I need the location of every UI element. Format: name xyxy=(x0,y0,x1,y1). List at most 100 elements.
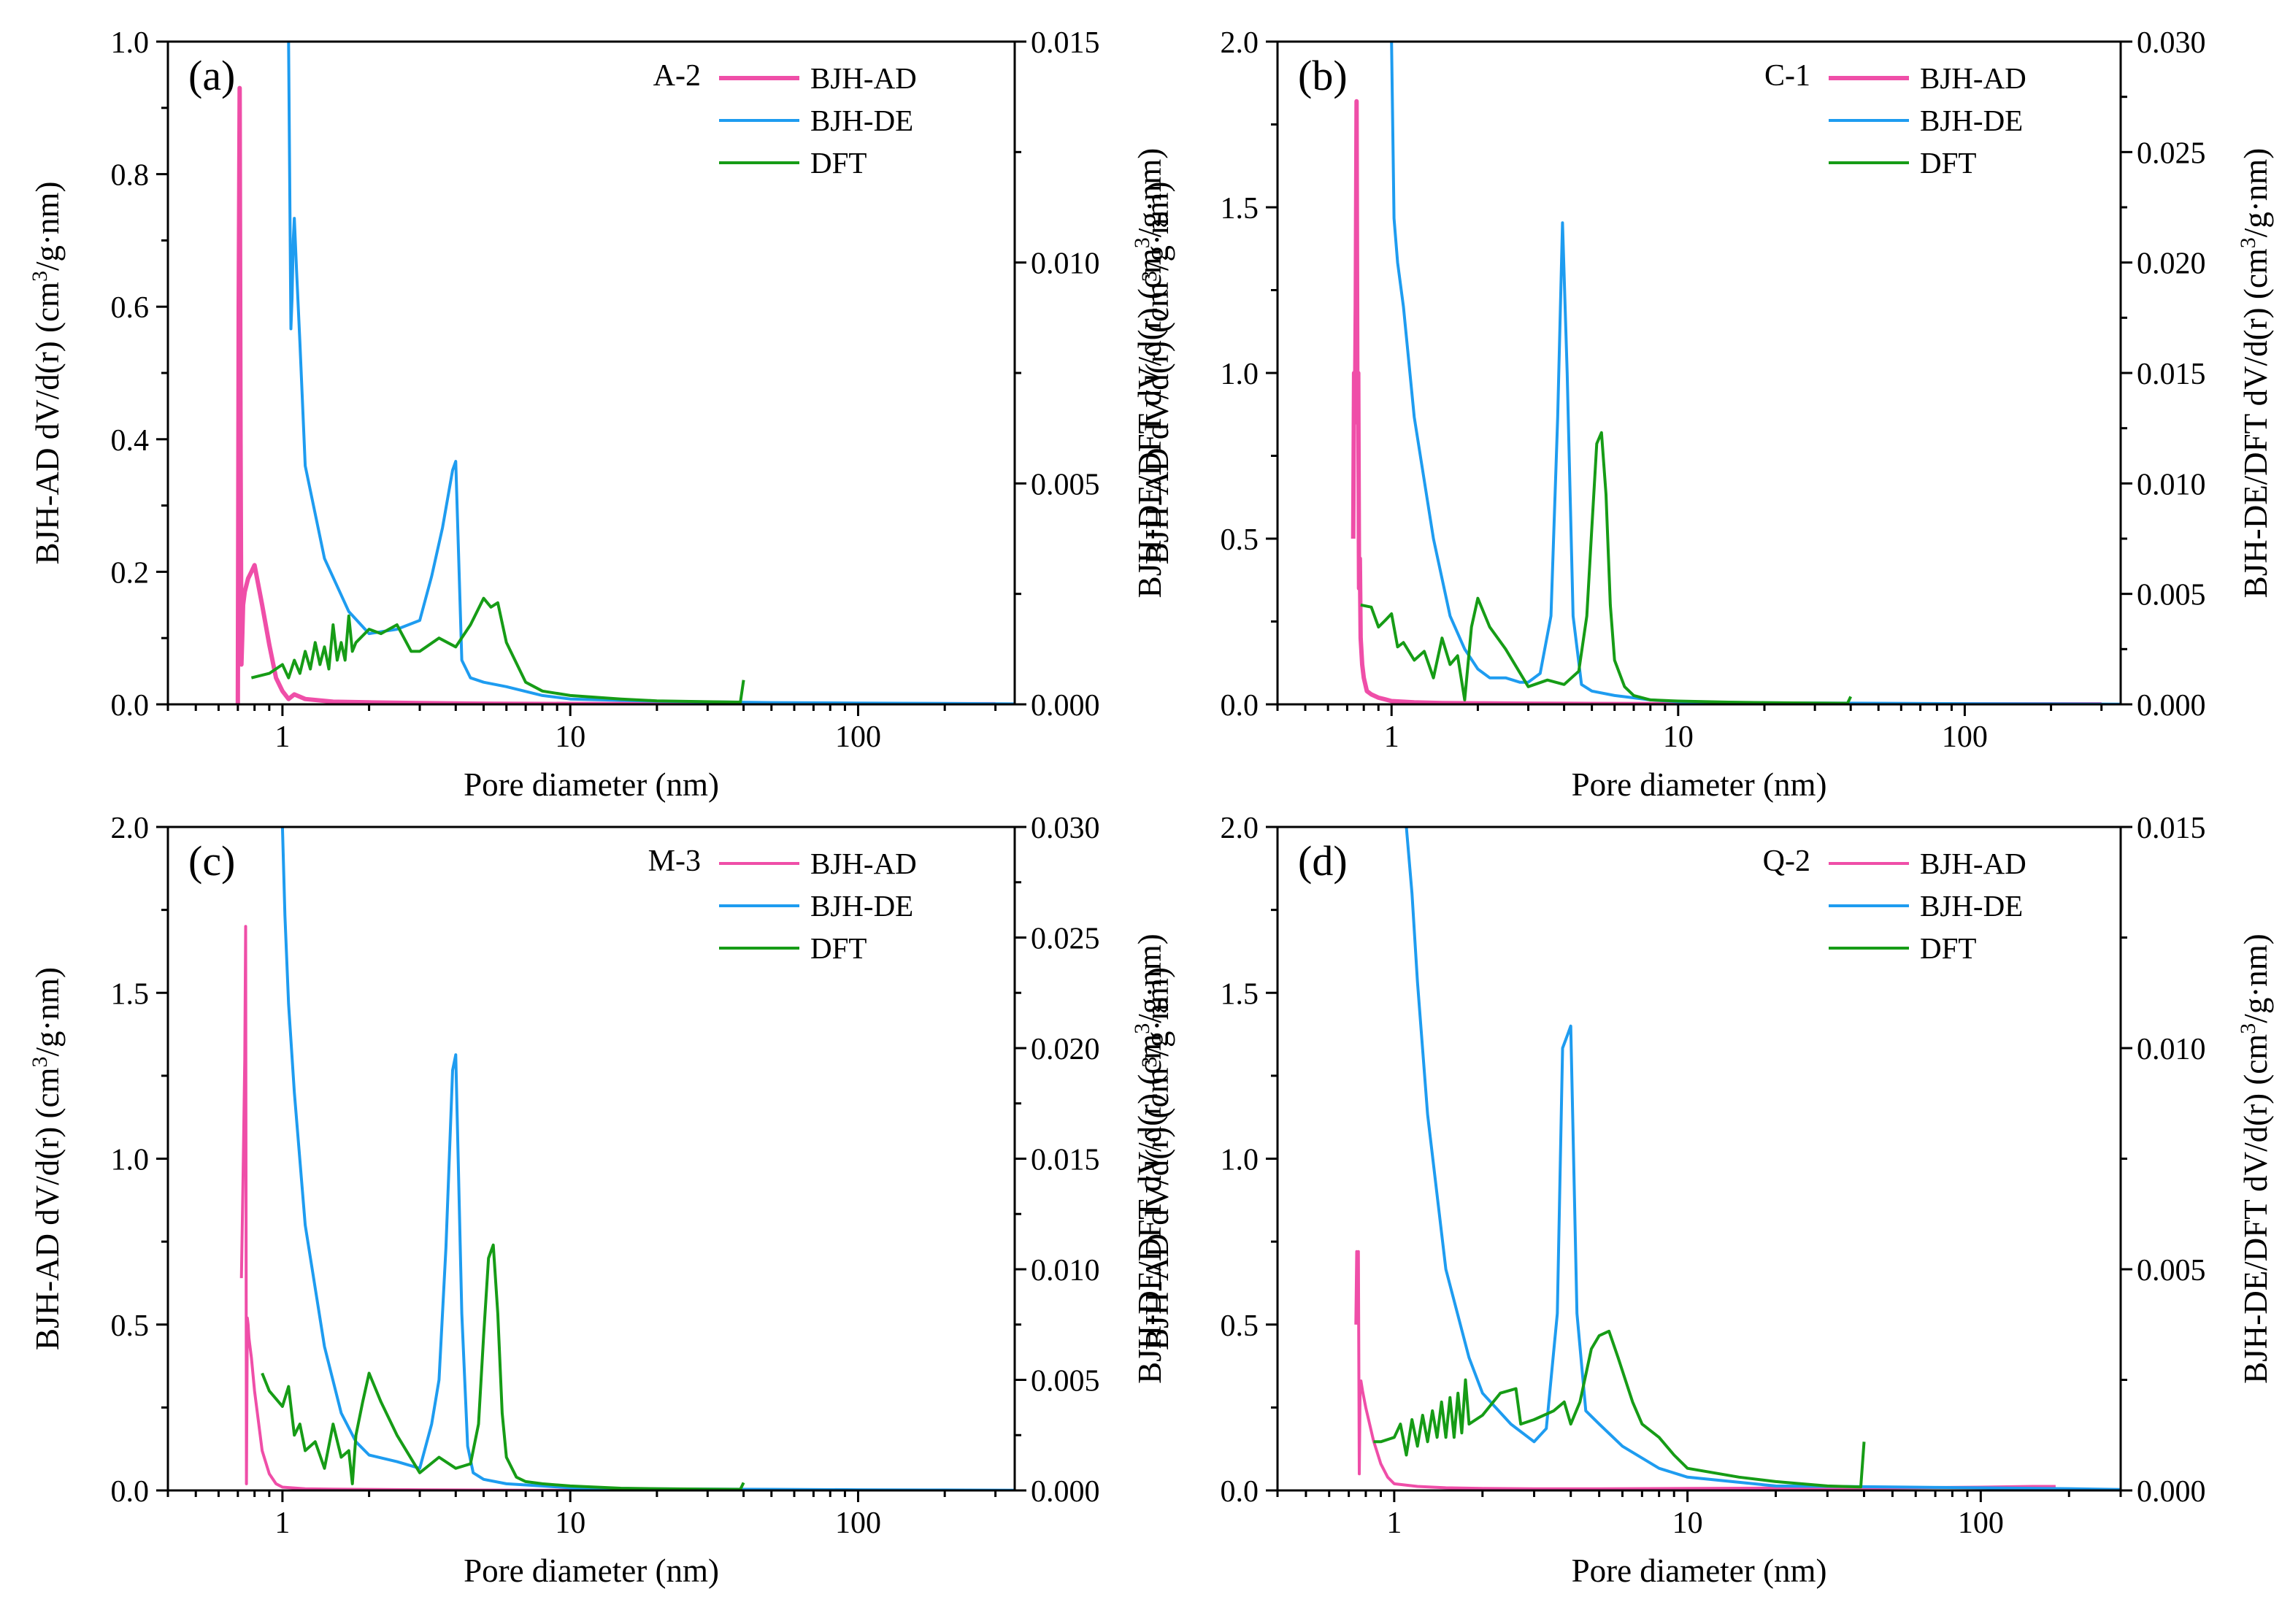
y-axis-title-left: BJH-AD dV/d(r) (cm3/g·nm) xyxy=(1137,182,1175,565)
x-tick-label: 100 xyxy=(1942,720,1988,754)
x-axis-title: Pore diameter (nm) xyxy=(1572,1552,1827,1589)
sample-label: M-3 xyxy=(648,844,701,878)
y-right-tick-label: 0.015 xyxy=(1031,1144,1100,1177)
x-tick-label: 10 xyxy=(555,720,585,754)
x-tick-label: 1 xyxy=(1386,1506,1402,1540)
series-line-bjh-de xyxy=(287,41,1015,704)
x-tick-label: 10 xyxy=(1672,1506,1703,1540)
series-line-dft xyxy=(1373,1329,1866,1489)
x-tick-label: 1 xyxy=(274,1506,290,1540)
legend-label-dft: DFT xyxy=(810,146,867,180)
series-line-bjh-ad xyxy=(239,925,996,1490)
legend-label-bjh-ad: BJH-AD xyxy=(1920,61,2026,95)
x-axis-title: Pore diameter (nm) xyxy=(464,766,719,803)
y-left-tick-label: 1.0 xyxy=(111,26,150,60)
y-left-tick-label: 0.0 xyxy=(1221,689,1259,723)
y-right-tick-label: 0.015 xyxy=(2137,812,2206,845)
y-axis-title-right: BJH-DE/DFT dV/d(r) (cm3/g·nm) xyxy=(1130,148,1168,599)
y-right-tick-label: 0.005 xyxy=(2137,579,2206,612)
y-axis-title-right: BJH-DE/DFT dV/d(r) (cm3/g·nm) xyxy=(1130,934,1168,1384)
x-tick-label: 10 xyxy=(1663,720,1694,754)
y-left-tick-label: 2.0 xyxy=(111,812,150,845)
y-left-tick-label: 2.0 xyxy=(1221,812,1259,845)
series-line-bjh-de xyxy=(280,826,1015,1490)
panel-label: (a) xyxy=(188,52,235,99)
y-left-tick-label: 0.0 xyxy=(111,1475,150,1509)
y-left-tick-label: 0.6 xyxy=(111,291,150,325)
series-line-bjh-de xyxy=(1405,826,2121,1490)
y-left-tick-label: 0.2 xyxy=(111,556,150,590)
sample-label: Q-2 xyxy=(1763,844,1810,878)
y-left-tick-label: 0.8 xyxy=(111,159,150,193)
x-tick-label: 1 xyxy=(274,720,290,754)
y-right-tick-label: 0.010 xyxy=(2137,1033,2206,1066)
y-left-tick-label: 1.0 xyxy=(111,1144,150,1177)
legend-label-bjh-de: BJH-DE xyxy=(810,889,913,923)
y-right-tick-label: 0.025 xyxy=(2137,136,2206,170)
panel-label: (b) xyxy=(1298,52,1348,99)
series-line-bjh-ad xyxy=(235,85,996,704)
legend: BJH-AD BJH-DE DFT xyxy=(719,61,917,180)
y-left-tick-label: 1.0 xyxy=(1221,358,1259,391)
legend: BJH-AD BJH-DE DFT xyxy=(1829,847,2026,965)
y-left-tick-label: 0.0 xyxy=(1221,1475,1259,1509)
sample-label: C-1 xyxy=(1764,59,1810,93)
y-axis-title-left: BJH-AD dV/d(r) (cm3/g·nm) xyxy=(1137,967,1175,1350)
legend-label-dft: DFT xyxy=(810,931,867,965)
chart-panel-d: 1 10 100 0.0 0.5 1.0 1.5 2.0 0.000 0.005 0.010 0.01… xyxy=(1137,812,2274,1589)
y-right-tick-label: 0.010 xyxy=(1031,247,1100,281)
x-tick-label: 100 xyxy=(835,1506,881,1540)
y-axis-title-right: BJH-DE/DFT dV/d(r) (cm3/g·nm) xyxy=(2236,148,2274,599)
legend-label-bjh-ad: BJH-AD xyxy=(810,847,917,880)
y-left-tick-label: 0.5 xyxy=(1221,1309,1259,1343)
x-axis-title: Pore diameter (nm) xyxy=(1572,766,1827,803)
x-axis-title: Pore diameter (nm) xyxy=(464,1552,719,1589)
y-right-tick-label: 0.020 xyxy=(2137,247,2206,281)
y-left-tick-label: 0.0 xyxy=(111,689,150,723)
y-left-tick-label: 1.5 xyxy=(1221,192,1259,226)
y-right-tick-label: 0.005 xyxy=(1031,468,1100,501)
series-line-bjh-ad xyxy=(1351,99,2102,704)
legend: BJH-AD BJH-DE DFT xyxy=(1829,61,2026,180)
y-right-tick-label: 0.000 xyxy=(2137,1475,2206,1509)
y-left-tick-label: 1.5 xyxy=(1221,977,1259,1011)
y-right-tick-label: 0.010 xyxy=(2137,468,2206,501)
panel-label: (c) xyxy=(188,837,235,885)
y-left-tick-label: 1.0 xyxy=(1221,1144,1259,1177)
y-right-tick-label: 0.005 xyxy=(2137,1254,2206,1288)
series-group xyxy=(235,41,1015,704)
y-axis-title-right: BJH-DE/DFT dV/d(r) (cm3/g·nm) xyxy=(2236,934,2274,1384)
y-left-tick-label: 0.5 xyxy=(1221,523,1259,557)
y-left-tick-label: 0.5 xyxy=(111,1309,150,1343)
y-right-tick-label: 0.015 xyxy=(1031,26,1100,60)
legend: BJH-AD BJH-DE DFT xyxy=(719,847,917,965)
y-right-tick-label: 0.000 xyxy=(2137,689,2206,723)
panel-label: (d) xyxy=(1298,837,1348,885)
legend-label-bjh-de: BJH-DE xyxy=(1920,104,2023,137)
chart-panel-c: 1 10 100 0.0 0.5 1.0 1.5 2.0 0.000 0.005 0.010 0.01… xyxy=(28,812,1168,1589)
y-left-tick-label: 2.0 xyxy=(1221,26,1259,60)
y-right-tick-label: 0.000 xyxy=(1031,689,1100,723)
series-group xyxy=(239,826,1015,1490)
y-right-tick-label: 0.015 xyxy=(2137,358,2206,391)
series-line-dft xyxy=(250,596,745,704)
series-line-bjh-de xyxy=(1390,41,2121,704)
y-axis-title-left: BJH-AD dV/d(r) (cm3/g·nm) xyxy=(28,182,66,565)
y-right-tick-label: 0.010 xyxy=(1031,1254,1100,1288)
series-group xyxy=(1351,41,2121,704)
legend-label-bjh-de: BJH-DE xyxy=(1920,889,2023,923)
legend-label-bjh-ad: BJH-AD xyxy=(1920,847,2026,880)
series-group xyxy=(1354,826,2121,1490)
y-right-tick-label: 0.030 xyxy=(2137,26,2206,60)
legend-label-bjh-ad: BJH-AD xyxy=(810,61,917,95)
x-tick-label: 1 xyxy=(1384,720,1399,754)
legend-label-dft: DFT xyxy=(1920,146,1976,180)
y-right-tick-label: 0.030 xyxy=(1031,812,1100,845)
x-tick-label: 100 xyxy=(1958,1506,2004,1540)
y-left-tick-label: 0.4 xyxy=(111,424,150,458)
y-right-tick-label: 0.025 xyxy=(1031,923,1100,956)
series-line-dft xyxy=(1360,431,1853,704)
y-right-tick-label: 0.000 xyxy=(1031,1475,1100,1509)
sample-label: A-2 xyxy=(653,59,701,93)
